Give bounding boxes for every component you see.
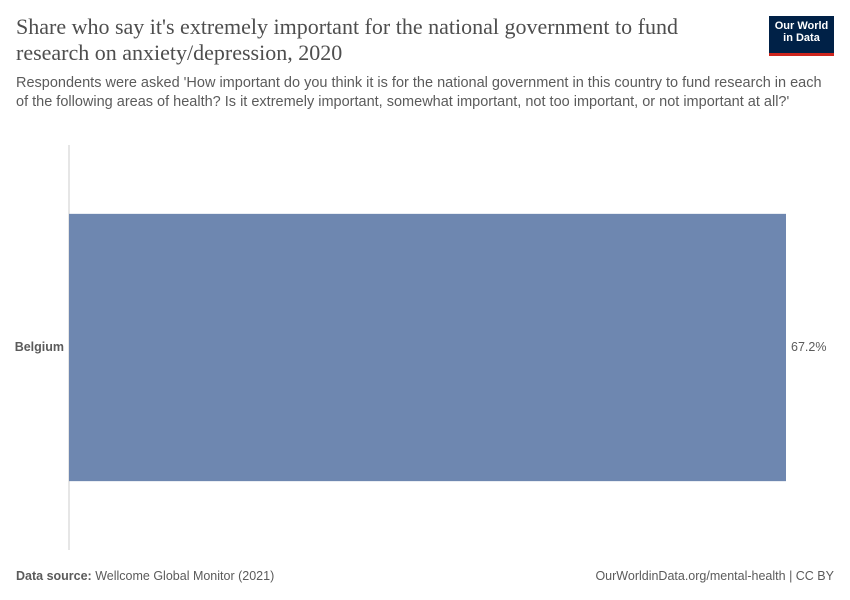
logo-text: in Data [783,32,820,44]
chart-subtitle: Respondents were asked 'How important do… [16,75,822,110]
source-label: Data source: [16,569,92,583]
footer-source: Data source: Wellcome Global Monitor (20… [16,569,274,583]
logo[interactable]: Our World in Data [769,16,834,56]
bar [69,213,786,482]
chart-title: Share who say it's extremely important f… [16,14,678,65]
value-label: 67.2% [791,340,826,354]
chart: Belgium 67.2% [15,145,826,550]
source: Wellcome Global Monitor (2021) [95,569,275,583]
footer-url[interactable]: OurWorldinData.org/mental-health | CC BY [595,569,834,583]
category-label: Belgium [15,340,64,354]
logo-text: Our World [774,20,829,32]
